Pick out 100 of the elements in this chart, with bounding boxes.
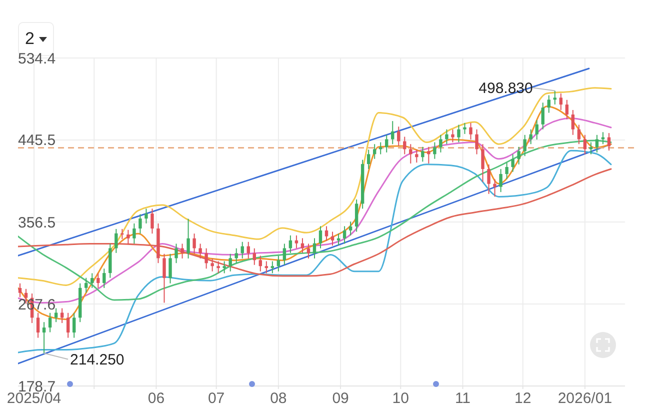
candlestick xyxy=(270,260,274,274)
candlestick xyxy=(102,268,106,288)
candlestick xyxy=(288,234,292,254)
candlestick xyxy=(42,322,46,354)
x-tick-label: 11 xyxy=(454,390,471,406)
candlestick xyxy=(445,128,448,145)
candlestick xyxy=(565,99,569,120)
candlestick xyxy=(234,248,238,264)
candlestick xyxy=(409,144,412,164)
candlestick xyxy=(493,178,496,198)
x-tick-label: 07 xyxy=(208,390,225,406)
candlestick xyxy=(318,226,322,249)
candlestick xyxy=(180,243,184,259)
candlestick xyxy=(48,312,52,333)
candlestick xyxy=(72,312,76,338)
candlestick xyxy=(252,248,256,266)
x-tick-label: 2026/01 xyxy=(558,390,612,406)
candlestick xyxy=(150,208,154,234)
x-tick-label: 10 xyxy=(392,390,409,406)
candlestick xyxy=(258,255,262,272)
candlestick xyxy=(192,233,196,254)
candlestick xyxy=(126,229,130,244)
candlestick xyxy=(66,312,70,338)
annotation: 498.830 xyxy=(478,80,533,98)
candlestick xyxy=(469,122,472,140)
candlestick xyxy=(559,92,562,111)
candlestick xyxy=(324,226,328,242)
candlestick xyxy=(529,128,532,145)
candlestick xyxy=(342,226,346,244)
candlestick xyxy=(487,164,490,194)
x-tick-label: 08 xyxy=(270,390,287,406)
candlestick xyxy=(541,102,544,130)
y-tick-label: 445.5 xyxy=(18,132,56,150)
x-tick-label: 06 xyxy=(148,390,165,406)
candlestick xyxy=(517,146,520,165)
candlestick xyxy=(378,142,382,155)
y-tick-label: 356.5 xyxy=(18,214,56,232)
candlestick xyxy=(174,243,178,264)
candlestick xyxy=(84,277,88,294)
candlestick xyxy=(144,208,148,224)
candlestick xyxy=(433,142,436,160)
candlestick xyxy=(282,243,286,266)
candlestick xyxy=(210,258,214,272)
candlestick xyxy=(547,94,550,114)
candlestick xyxy=(553,90,556,105)
candlestick xyxy=(397,126,400,146)
candlestick xyxy=(294,234,298,249)
candlestick xyxy=(439,134,442,153)
candlestick xyxy=(372,144,376,160)
candlestick xyxy=(54,308,58,323)
candlestick xyxy=(276,255,280,272)
candlestick xyxy=(595,134,599,153)
candlestick xyxy=(366,149,370,170)
candlestick xyxy=(475,128,478,155)
candlestick xyxy=(511,154,514,172)
candlestick xyxy=(481,144,484,182)
candlestick xyxy=(306,243,310,259)
candlestick xyxy=(354,198,358,232)
candlestick xyxy=(583,134,587,155)
candlestick xyxy=(499,168,502,193)
candlestick xyxy=(132,222,136,244)
candlestick xyxy=(523,134,526,157)
candlestick xyxy=(421,146,424,162)
candlestick xyxy=(336,233,340,246)
candlestick xyxy=(162,253,166,304)
candlestick xyxy=(18,282,22,298)
candlestick xyxy=(312,238,316,259)
candlestick xyxy=(589,142,593,155)
candlestick xyxy=(330,231,334,246)
candlestick xyxy=(457,124,460,143)
candlestick xyxy=(114,228,118,254)
candlestick xyxy=(391,120,394,145)
candlestick xyxy=(138,214,142,234)
candlestick xyxy=(120,228,124,240)
candlestick xyxy=(451,128,454,143)
candlestick xyxy=(348,221,352,236)
candlestick xyxy=(264,260,268,274)
line-series xyxy=(18,168,612,277)
x-tick-label: 09 xyxy=(332,390,349,406)
candlestick xyxy=(535,120,538,140)
candlestick xyxy=(60,308,64,324)
candlestick xyxy=(198,243,202,259)
candlestick xyxy=(427,146,430,164)
annotation: 214.250 xyxy=(70,351,124,368)
x-tick-label: 12 xyxy=(514,390,532,406)
candlestick xyxy=(505,162,508,180)
candlestick xyxy=(463,122,466,134)
candlestick xyxy=(415,149,418,164)
candlestick xyxy=(571,110,575,136)
candlestick xyxy=(222,260,226,274)
candlestick xyxy=(577,124,581,145)
candlestick xyxy=(186,218,190,259)
candlestick xyxy=(168,253,172,284)
candlestick xyxy=(96,272,100,288)
candlestick xyxy=(36,312,40,338)
candlestick xyxy=(228,253,232,272)
candlestick xyxy=(385,134,388,153)
candlestick xyxy=(216,260,220,274)
candlestick xyxy=(90,272,94,288)
candlestick xyxy=(204,248,208,270)
